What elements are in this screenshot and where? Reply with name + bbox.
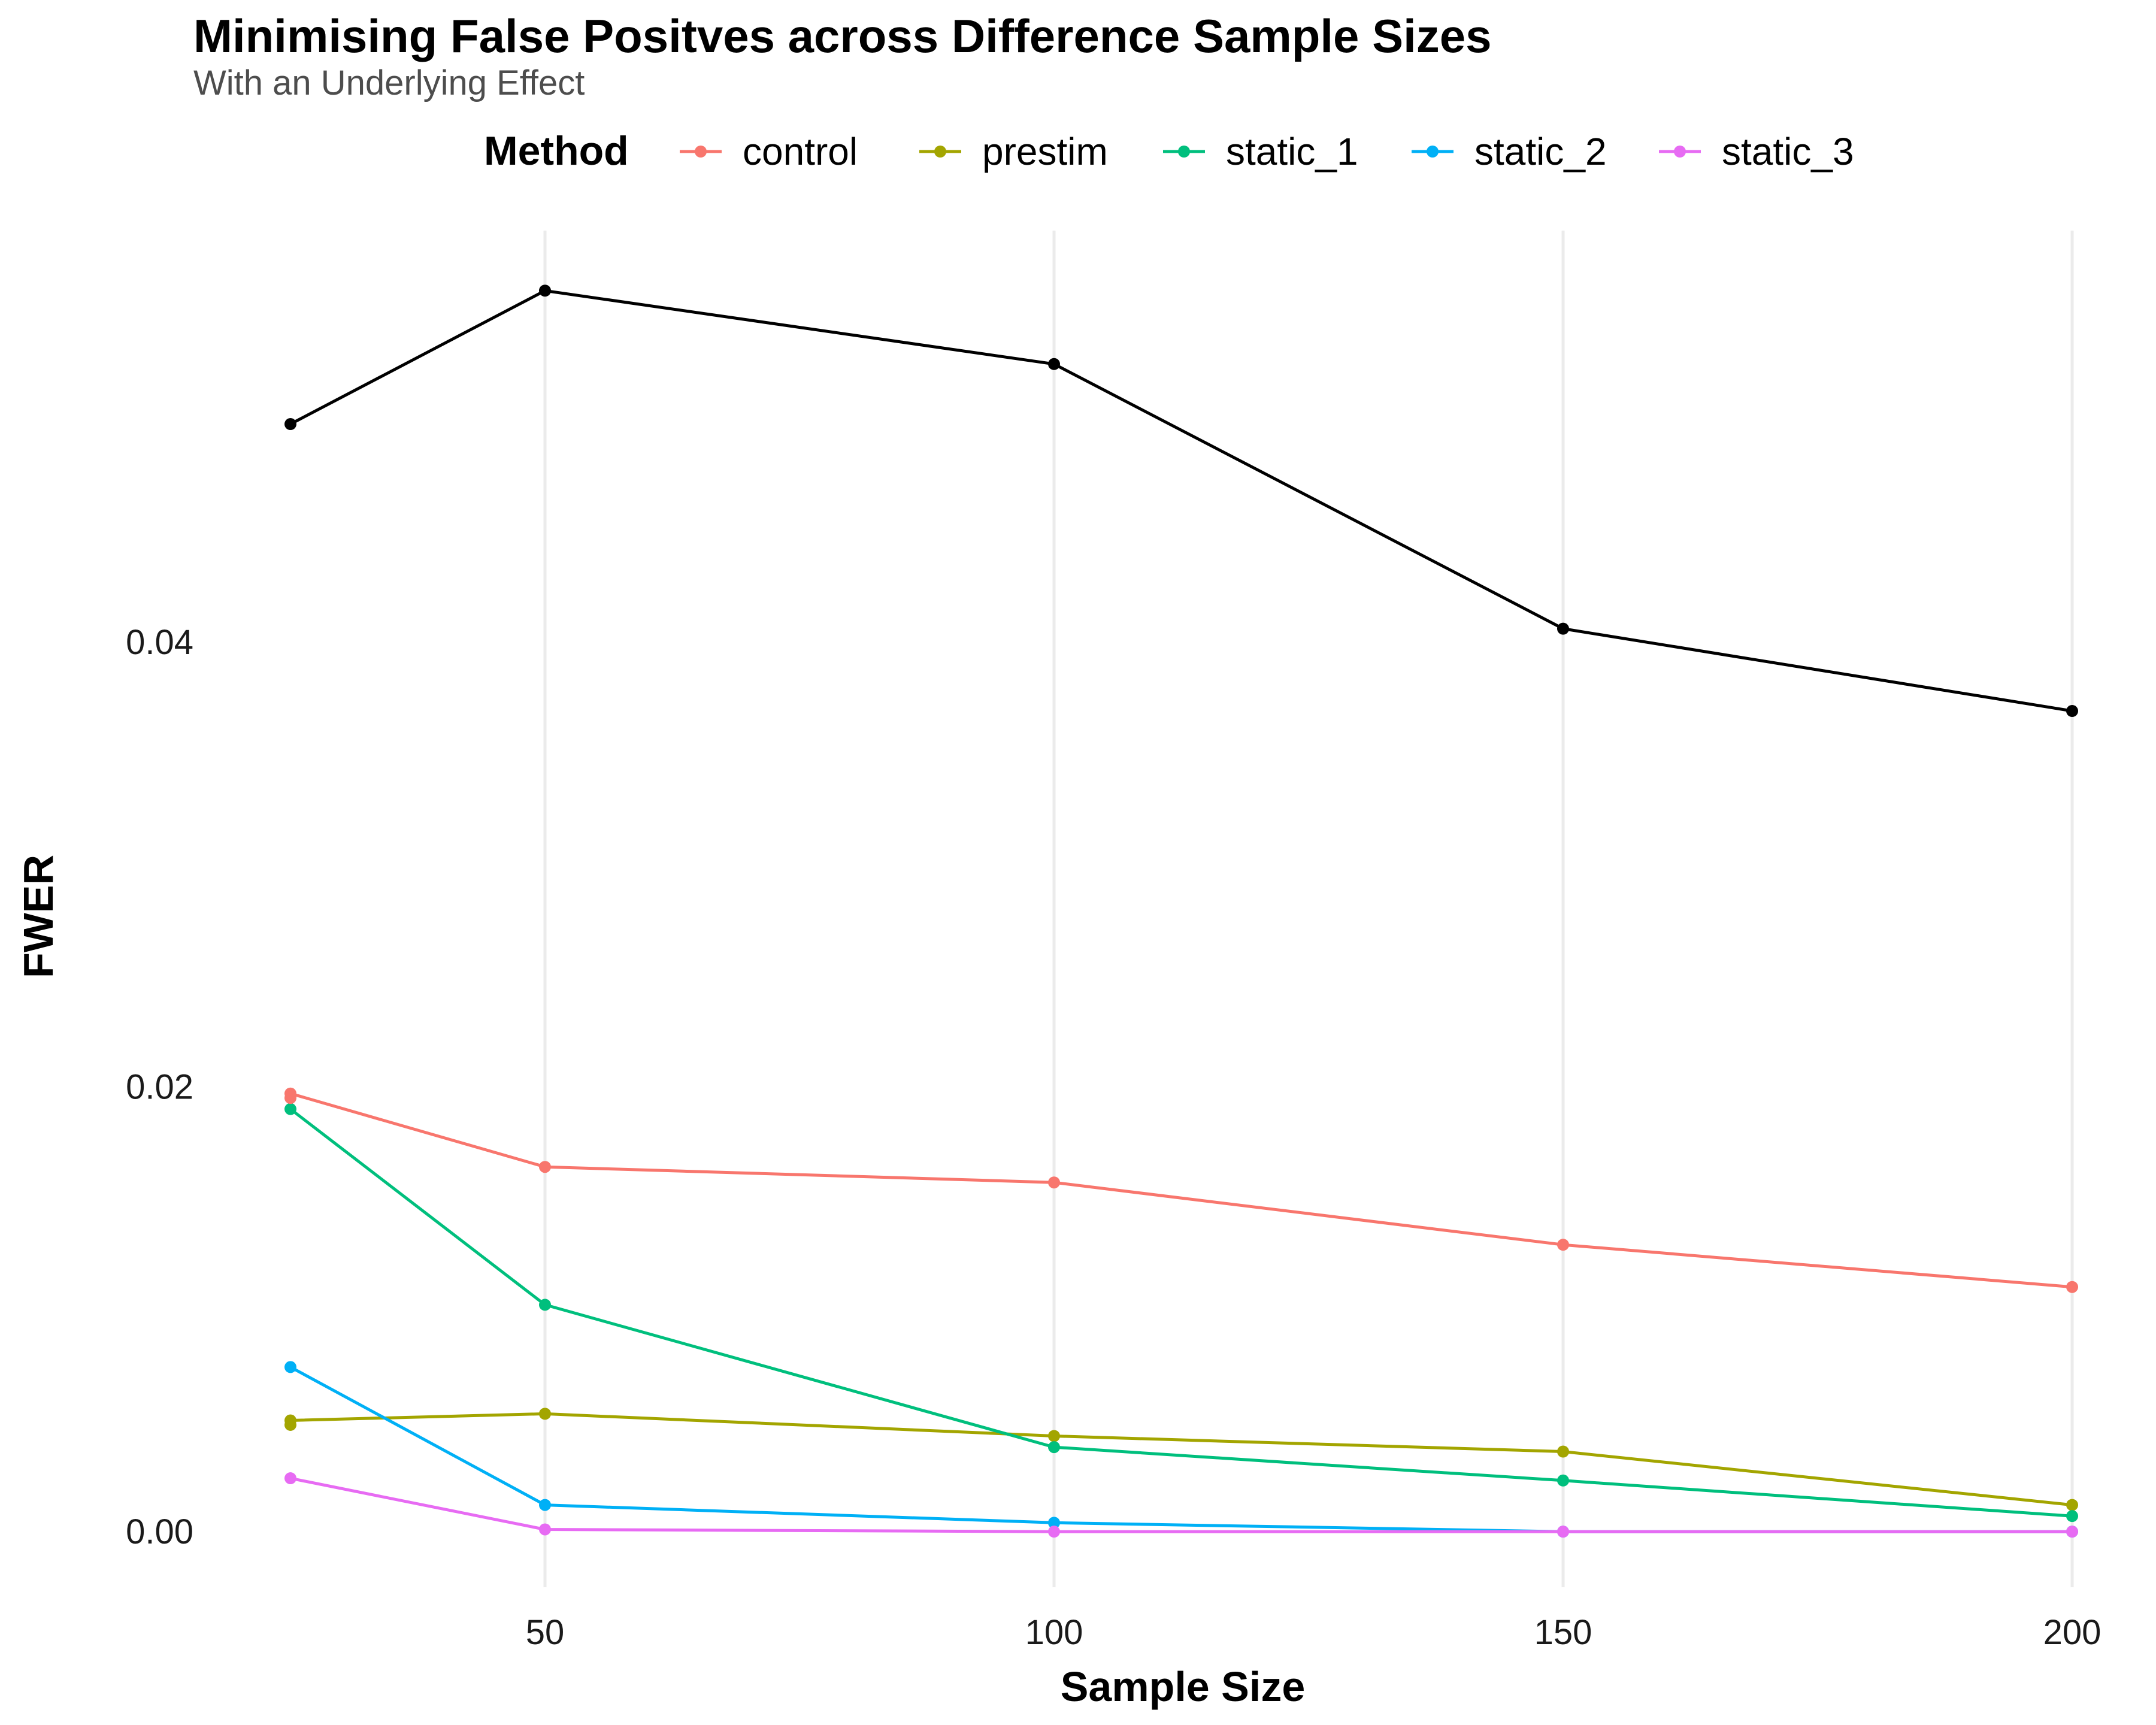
data-point — [1048, 1430, 1060, 1442]
data-point — [284, 1472, 296, 1485]
x-tick-label: 150 — [1534, 1613, 1592, 1652]
data-point — [1557, 1474, 1569, 1487]
chart-subtitle: With an Underlying Effect — [193, 63, 585, 102]
legend-key-point — [934, 146, 946, 158]
data-point — [1048, 358, 1060, 370]
series-layer — [284, 285, 2078, 1538]
legend-entry-prestim: prestim — [919, 130, 1108, 173]
x-tick-label: 50 — [526, 1613, 565, 1652]
data-point — [284, 1103, 296, 1115]
data-point — [539, 1499, 551, 1511]
data-point — [1557, 1239, 1569, 1251]
data-point — [539, 1408, 551, 1420]
series-unnamed-0 — [284, 285, 2078, 718]
series-line — [289, 1107, 2073, 1518]
y-tick-label: 0.02 — [126, 1068, 193, 1107]
data-point — [2066, 1499, 2078, 1511]
legend-entry-static_1: static_1 — [1163, 130, 1358, 173]
legend-entry-static_3: static_3 — [1659, 130, 1854, 173]
series-control — [284, 1087, 2078, 1293]
series-static_2 — [284, 1361, 2078, 1538]
legend-key-point — [1427, 146, 1439, 158]
series-line — [290, 1092, 2073, 1289]
x-tick-label: 100 — [1025, 1613, 1083, 1652]
data-point — [284, 1418, 296, 1431]
legend-label: prestim — [982, 130, 1108, 173]
legend-entry-control: control — [680, 130, 858, 173]
data-point — [2066, 1526, 2078, 1538]
data-point — [539, 1161, 551, 1173]
data-point — [539, 285, 551, 297]
x-tick-label: 200 — [2043, 1613, 2102, 1652]
y-tick-label: 0.04 — [126, 623, 193, 662]
y-tick-label: 0.00 — [126, 1512, 193, 1551]
data-point — [1048, 1441, 1060, 1454]
series-line — [289, 1366, 2072, 1533]
legend-key-point — [1674, 146, 1686, 158]
series-static_3 — [284, 1472, 2078, 1538]
series-line — [289, 289, 2073, 713]
data-point — [539, 1299, 551, 1311]
data-point — [284, 418, 296, 431]
y-axis-title: FWER — [15, 855, 62, 978]
data-point — [1048, 1526, 1060, 1538]
data-point — [1048, 1176, 1060, 1189]
gridlines — [543, 231, 2074, 1587]
legend-label: static_2 — [1474, 130, 1607, 173]
legend-label: static_3 — [1722, 130, 1854, 173]
tick-labels: 50 100 150 200 0.00 0.02 0.04 — [126, 623, 2101, 1652]
data-point — [284, 1361, 296, 1373]
data-point — [1557, 622, 1569, 635]
data-point — [2066, 1510, 2078, 1523]
legend-key-point — [1178, 146, 1190, 158]
legend-key-point — [695, 146, 707, 158]
data-point — [284, 1092, 296, 1104]
legend-label: control — [743, 130, 858, 173]
data-point — [539, 1523, 551, 1536]
data-point — [1557, 1526, 1569, 1538]
legend-label: static_1 — [1226, 130, 1358, 173]
data-point — [1048, 1517, 1060, 1529]
data-point — [1557, 1445, 1569, 1458]
data-point — [2066, 1281, 2078, 1293]
series-prestim — [284, 1408, 2078, 1511]
series-line — [290, 1412, 2073, 1507]
legend-title: Method — [484, 128, 629, 174]
x-axis-title: Sample Size — [1061, 1663, 1306, 1710]
legend-entry-static_2: static_2 — [1412, 130, 1607, 173]
series-static_1 — [284, 1103, 2078, 1523]
legend: Method control prestim static_1 static_2 sta… — [484, 128, 1854, 174]
chart-title: Minimising False Positves across Differe… — [193, 10, 1492, 62]
data-point — [2066, 705, 2078, 718]
